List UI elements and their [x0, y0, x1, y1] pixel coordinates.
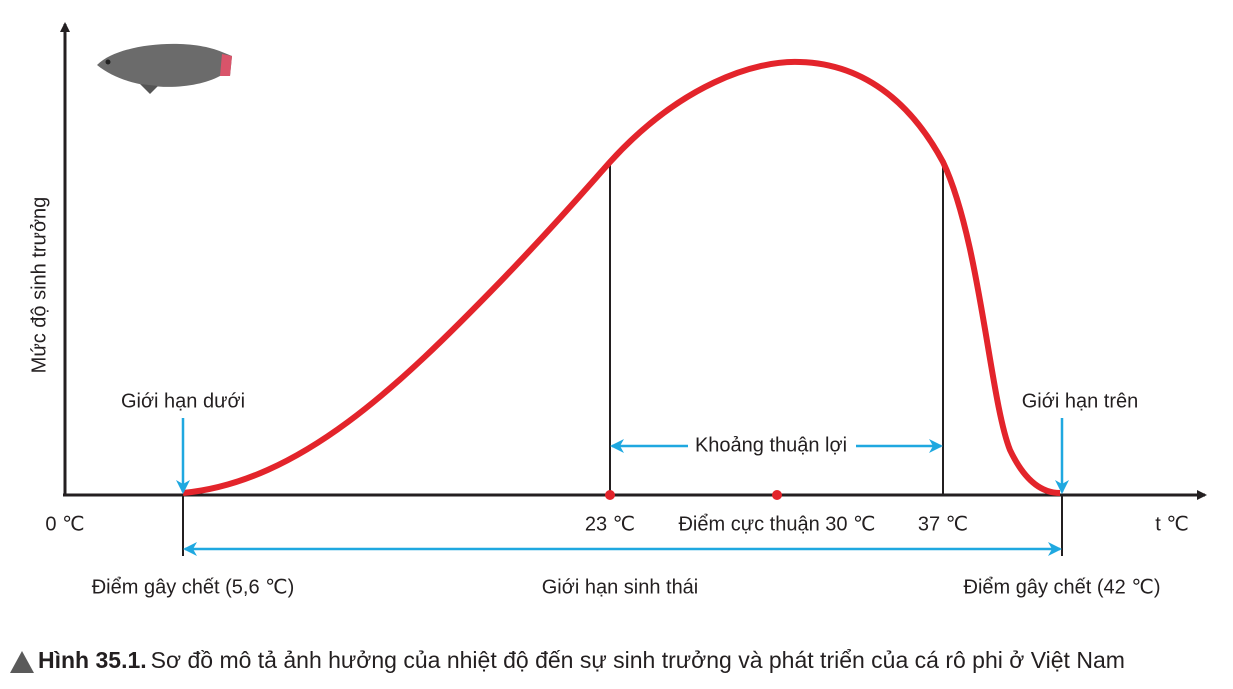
growth-curve [182, 58, 1061, 496]
upper-limit-label: Giới hạn trên [1022, 390, 1139, 412]
optimum-dot [772, 490, 782, 500]
favorable-start-dot [605, 490, 615, 500]
favorable-start-label: 23 ℃ [585, 513, 635, 535]
ecological-limit-label: Giới hạn sinh thái [542, 576, 699, 598]
caption-number: Hình 35.1. [38, 647, 147, 673]
lower-lethal-label: Điểm gây chết (5,6 ℃) [92, 576, 295, 598]
upper-lethal-label: Điểm gây chết (42 ℃) [964, 576, 1161, 598]
y-axis-label: Mức độ sinh trưởng [28, 197, 50, 374]
optimum-label: Điểm cực thuận 30 ℃ [678, 513, 875, 535]
x-axis-label: t ℃ [1155, 513, 1189, 535]
favorable-range-label: Khoảng thuận lợi [695, 434, 847, 456]
fish-icon [97, 43, 232, 94]
lower-limit-label: Giới hạn dưới [121, 390, 245, 412]
caption: Hình 35.1. Sơ đồ mô tả ảnh hưởng của nhiệ… [38, 647, 1125, 673]
origin-label: 0 ℃ [45, 513, 84, 535]
caption-text: Sơ đồ mô tả ảnh hưởng của nhiệt độ đến s… [151, 647, 1125, 673]
favorable-end-label: 37 ℃ [918, 513, 968, 535]
caption-icon [10, 651, 34, 673]
